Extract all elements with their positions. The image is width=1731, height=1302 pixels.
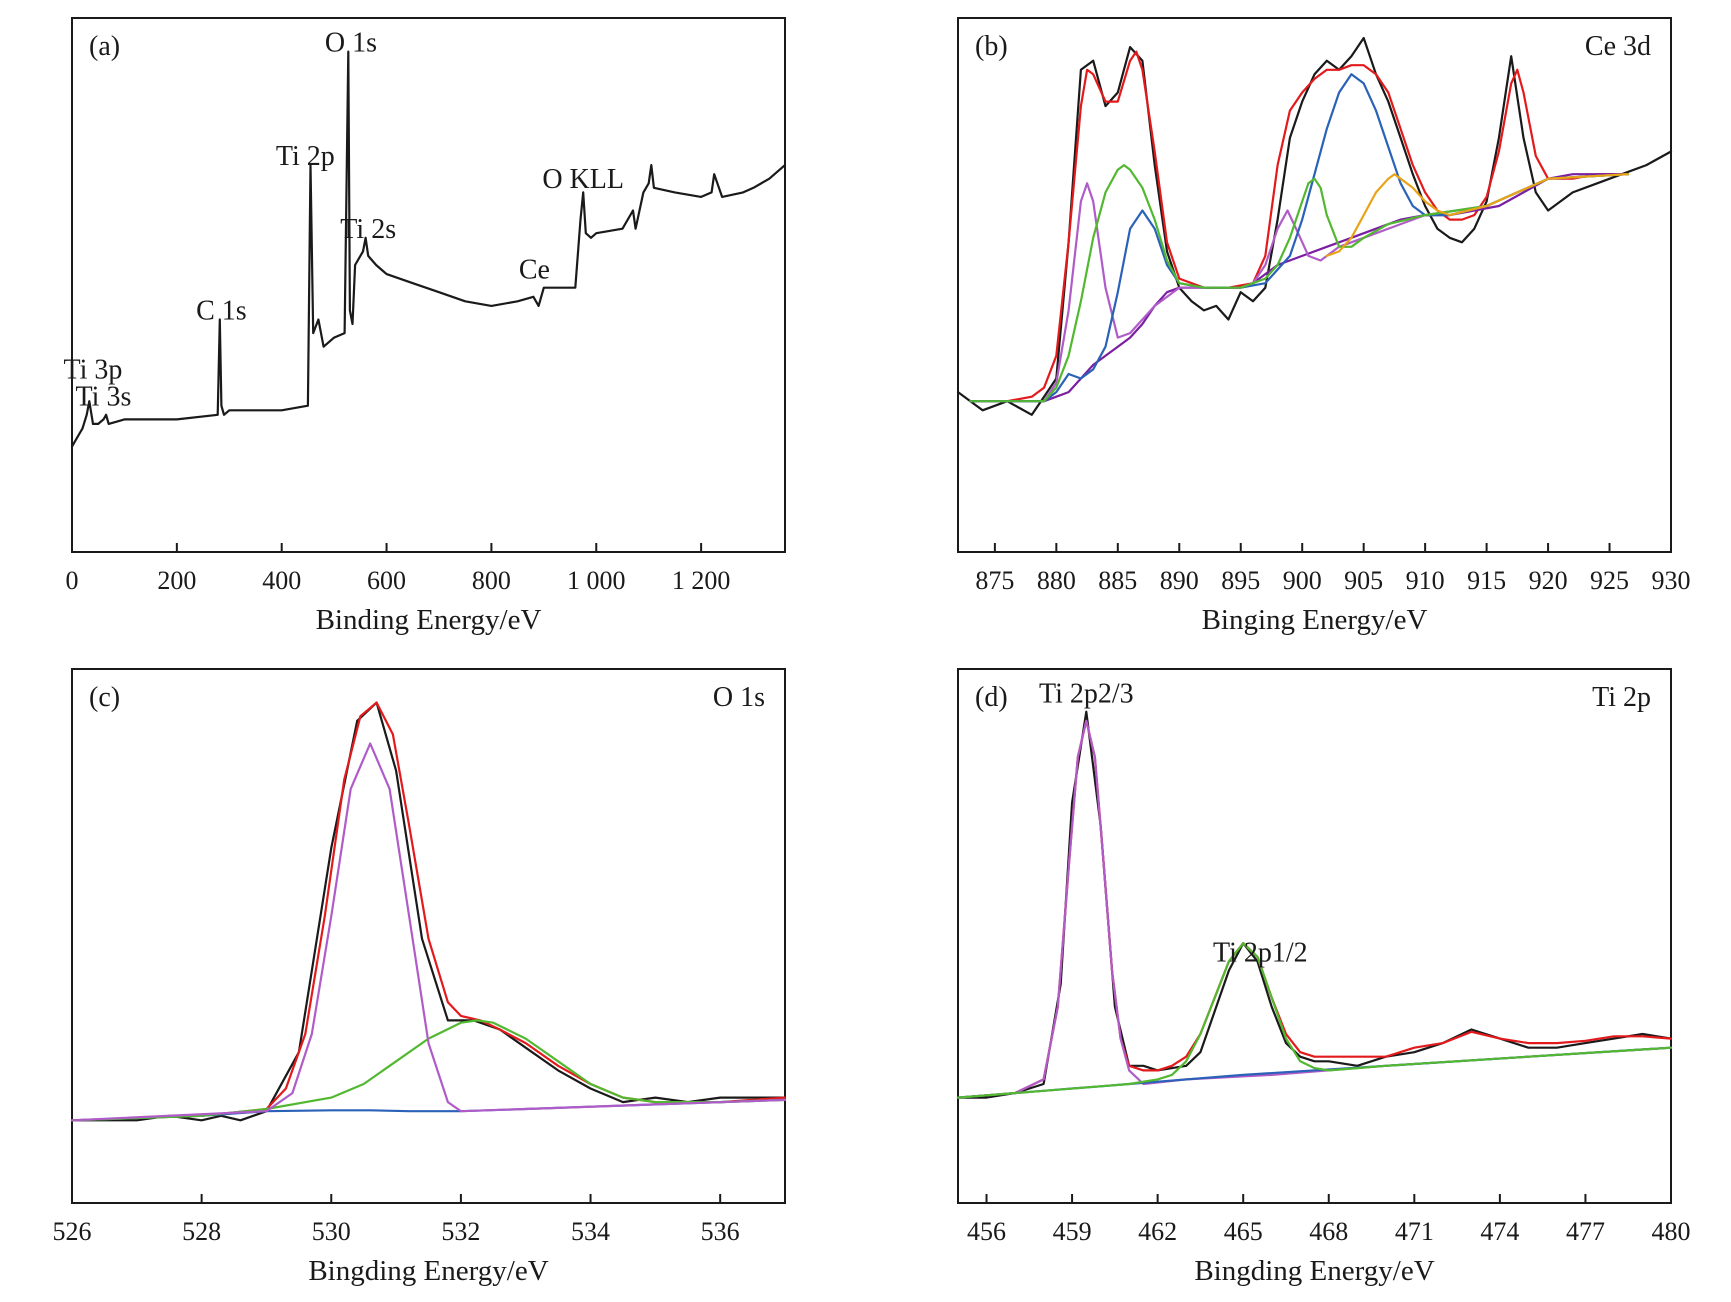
x-tick-label: 462	[1138, 1217, 1177, 1246]
x-tick-label: 880	[1037, 566, 1076, 595]
x-tick-label: 1 200	[672, 566, 731, 595]
plot-frame	[957, 668, 1672, 1204]
x-tick-label: 400	[262, 566, 301, 595]
panel-title: Ce 3d	[1585, 31, 1651, 62]
panel-letter: (d)	[975, 682, 1008, 713]
series-line-5	[956, 942, 1673, 1099]
x-tick-label: 526	[53, 1217, 92, 1246]
series-line-1	[70, 50, 787, 448]
x-tick-label: 465	[1224, 1217, 1263, 1246]
peak-annotation: Ti 2p2/3	[1039, 679, 1134, 710]
series-line-5	[969, 73, 1630, 403]
x-tick-label: 532	[441, 1217, 480, 1246]
series-line-2	[70, 701, 787, 1122]
x-tick-label: 885	[1098, 566, 1137, 595]
panel-letter: (c)	[89, 682, 120, 713]
peak-annotation: Ti 3p	[64, 355, 123, 386]
series-line-2	[969, 50, 1630, 403]
x-tick-label: 474	[1480, 1217, 1519, 1246]
x-tick-label: 915	[1467, 566, 1506, 595]
series-line-7	[1325, 173, 1630, 257]
x-tick-label: 1 000	[567, 566, 626, 595]
plot-frame	[71, 17, 786, 553]
peak-annotation: O 1s	[325, 28, 377, 59]
peak-annotation: Ti 2p	[276, 141, 335, 172]
peak-annotation: O KLL	[542, 164, 624, 195]
plot-frame	[71, 668, 786, 1204]
plot-frame	[957, 17, 1672, 553]
panel-c: 526 528 530 532 534 536 Bingding Energy/eV (c) O…	[53, 668, 787, 1287]
x-tick-label: 459	[1053, 1217, 1092, 1246]
x-tick-label: 471	[1395, 1217, 1434, 1246]
x-tick-label: 530	[312, 1217, 351, 1246]
panel-letter: (b)	[975, 31, 1008, 62]
series-line-1	[956, 36, 1673, 416]
x-axis-label: Binding Energy/eV	[316, 604, 542, 636]
panel-title: O 1s	[713, 682, 765, 713]
peak-annotation: Ce	[519, 255, 550, 286]
x-tick-label: 480	[1652, 1217, 1691, 1246]
x-tick-label: 536	[701, 1217, 740, 1246]
x-tick-label: 895	[1221, 566, 1260, 595]
x-tick-label: 920	[1529, 566, 1568, 595]
x-tick-label: 456	[967, 1217, 1006, 1246]
panel-d: 456 459 462 465 468 471 474 477 480 Bingding Ener…	[956, 668, 1691, 1287]
x-tick-label: 534	[571, 1217, 610, 1246]
series-line-5	[70, 742, 787, 1122]
x-tick-label: 925	[1590, 566, 1629, 595]
panel-letter: (a)	[89, 31, 120, 62]
x-axis-label: Bingding Energy/eV	[308, 1255, 548, 1287]
x-tick-label: 600	[367, 566, 406, 595]
x-tick-label: 468	[1309, 1217, 1348, 1246]
x-tick-label: 800	[472, 566, 511, 595]
x-tick-label: 910	[1406, 566, 1445, 595]
x-axis-label: Binging Energy/eV	[1202, 604, 1428, 636]
panel-a: 0 200 400 600 800 1 000 1 200 Binding Energy/eV…	[64, 17, 787, 636]
x-tick-label: 528	[182, 1217, 221, 1246]
peak-annotation: Ti 3s	[76, 382, 132, 413]
x-tick-label: 477	[1566, 1217, 1605, 1246]
series-line-1	[70, 701, 787, 1122]
panel-title: Ti 2p	[1592, 682, 1651, 713]
x-tick-label: 930	[1652, 566, 1691, 595]
x-tick-label: 890	[1160, 566, 1199, 595]
series-line-6	[969, 164, 1630, 403]
x-tick-label: 200	[157, 566, 196, 595]
peak-annotation: Ti 2s	[340, 214, 396, 245]
panel-b: 875 880 885 890 895 900 905 910 915 920 925 930 Bing…	[956, 17, 1691, 636]
peak-annotation: C 1s	[196, 295, 247, 326]
series-line-3	[956, 719, 1673, 1099]
series-line-4	[70, 1019, 787, 1122]
x-tick-label: 0	[66, 566, 79, 595]
x-axis-label: Bingding Energy/eV	[1194, 1255, 1434, 1287]
x-tick-label: 905	[1344, 566, 1383, 595]
x-tick-label: 900	[1283, 566, 1322, 595]
x-tick-label: 875	[975, 566, 1014, 595]
peak-annotation: Ti 2p1/2	[1213, 937, 1308, 968]
